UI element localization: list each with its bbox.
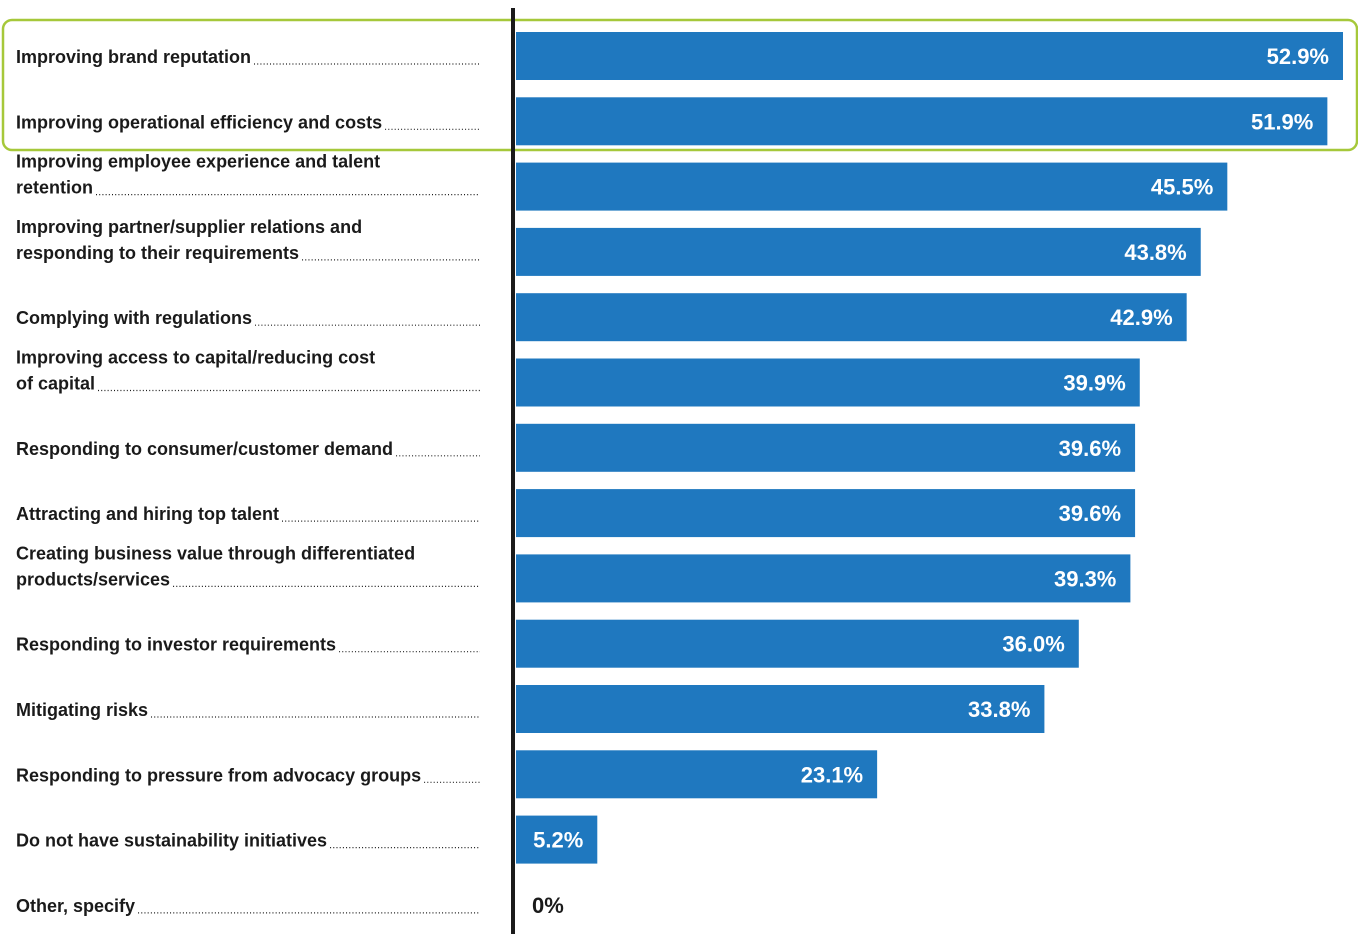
category-label-creating-business-value-through-differentiated-products-services: Creating business value through differen… — [16, 543, 480, 589]
bar-attracting-and-hiring-top-talent — [516, 489, 1136, 538]
category-label-attracting-and-hiring-top-talent: Attracting and hiring top talent — [16, 504, 480, 524]
bar-improving-brand-reputation — [516, 32, 1343, 80]
value-label-complying-with-regulations: 42.9% — [1110, 305, 1172, 330]
value-label-creating-business-value-through-differentiated-products-services: 39.3% — [1054, 566, 1116, 591]
value-label-other-specify: 0% — [532, 893, 564, 918]
value-label-improving-partner-supplier-relations-and-responding-to-their-requirements: 43.8% — [1124, 240, 1186, 265]
bar-improving-operational-efficiency-and-costs — [516, 97, 1328, 146]
category-label-line: Improving brand reputation — [16, 47, 251, 67]
bar-improving-partner-supplier-relations-and-responding-to-their-requirements — [516, 227, 1201, 276]
bar-improving-access-to-capital-reducing-cost-of-capital — [516, 358, 1140, 407]
category-label-responding-to-pressure-from-advocacy-groups: Responding to pressure from advocacy gro… — [16, 765, 480, 785]
category-label-line: Other, specify — [16, 896, 135, 916]
value-label-responding-to-pressure-from-advocacy-groups: 23.1% — [801, 762, 863, 787]
value-label-improving-brand-reputation: 52.9% — [1267, 44, 1329, 69]
category-label-line: Do not have sustainability initiatives — [16, 831, 327, 851]
value-label-attracting-and-hiring-top-talent: 39.6% — [1059, 501, 1121, 526]
category-label-improving-partner-supplier-relations-and-responding-to-their-requirements: Improving partner/supplier relations and… — [16, 217, 480, 263]
value-label-improving-access-to-capital-reducing-cost-of-capital: 39.9% — [1063, 371, 1125, 396]
category-label-improving-brand-reputation: Improving brand reputation — [16, 47, 480, 67]
category-label-line: Attracting and hiring top talent — [16, 504, 279, 524]
category-label-line: retention — [16, 178, 93, 198]
category-label-improving-operational-efficiency-and-costs: Improving operational efficiency and cos… — [16, 112, 480, 132]
category-label-other-specify: Other, specify — [16, 896, 480, 916]
category-labels-layer: Improving brand reputation Improving oper… — [16, 47, 480, 916]
bar-do-not-have-sustainability-initiatives — [516, 815, 598, 864]
category-label-line: products/services — [16, 569, 170, 589]
value-label-improving-employee-experience-and-talent-retention: 45.5% — [1151, 175, 1213, 200]
bar-responding-to-investor-requirements — [516, 619, 1079, 668]
bars-layer — [516, 32, 1343, 864]
category-label-complying-with-regulations: Complying with regulations — [16, 308, 480, 328]
category-label-improving-access-to-capital-reducing-cost-of-capital: Improving access to capital/reducing cos… — [16, 348, 480, 394]
category-label-line: Creating business value through differen… — [16, 543, 415, 563]
category-label-responding-to-investor-requirements: Responding to investor requirements — [16, 635, 480, 655]
value-label-do-not-have-sustainability-initiatives: 5.2% — [533, 828, 583, 853]
bar-responding-to-pressure-from-advocacy-groups — [516, 750, 878, 799]
category-label-responding-to-consumer-customer-demand: Responding to consumer/customer demand — [16, 439, 480, 459]
value-labels-layer: 52.9% 51.9% 45.5% 43.8% 42.9% 39.9% 39.6% 39.6%… — [532, 44, 1329, 918]
bar-creating-business-value-through-differentiated-products-services — [516, 554, 1131, 603]
category-label-line: Responding to pressure from advocacy gro… — [16, 765, 421, 785]
value-label-responding-to-consumer-customer-demand: 39.6% — [1059, 436, 1121, 461]
category-label-improving-employee-experience-and-talent-retention: Improving employee experience and talent… — [16, 152, 480, 198]
value-label-improving-operational-efficiency-and-costs: 51.9% — [1251, 109, 1313, 134]
category-label-line: Mitigating risks — [16, 700, 148, 720]
category-label-line: Improving partner/supplier relations and — [16, 217, 362, 237]
category-label-line: Responding to investor requirements — [16, 635, 336, 655]
category-label-line: of capital — [16, 374, 95, 394]
category-label-mitigating-risks: Mitigating risks — [16, 700, 480, 720]
highlight-box — [1, 18, 1358, 152]
category-label-line: Improving employee experience and talent — [16, 152, 380, 172]
bar-complying-with-regulations — [516, 293, 1187, 342]
highlight-layer — [1, 18, 1358, 152]
value-label-responding-to-investor-requirements: 36.0% — [1002, 632, 1064, 657]
bar-mitigating-risks — [516, 685, 1045, 733]
category-label-line: Improving operational efficiency and cos… — [16, 112, 382, 132]
category-label-line: Responding to consumer/customer demand — [16, 439, 393, 459]
value-label-mitigating-risks: 33.8% — [968, 697, 1030, 722]
category-label-line: responding to their requirements — [16, 243, 299, 263]
bar-improving-employee-experience-and-talent-retention — [516, 162, 1228, 211]
category-label-line: Improving access to capital/reducing cos… — [16, 348, 375, 368]
category-label-do-not-have-sustainability-initiatives: Do not have sustainability initiatives — [16, 831, 480, 851]
bar-responding-to-consumer-customer-demand — [516, 423, 1136, 472]
category-label-line: Complying with regulations — [16, 308, 252, 328]
